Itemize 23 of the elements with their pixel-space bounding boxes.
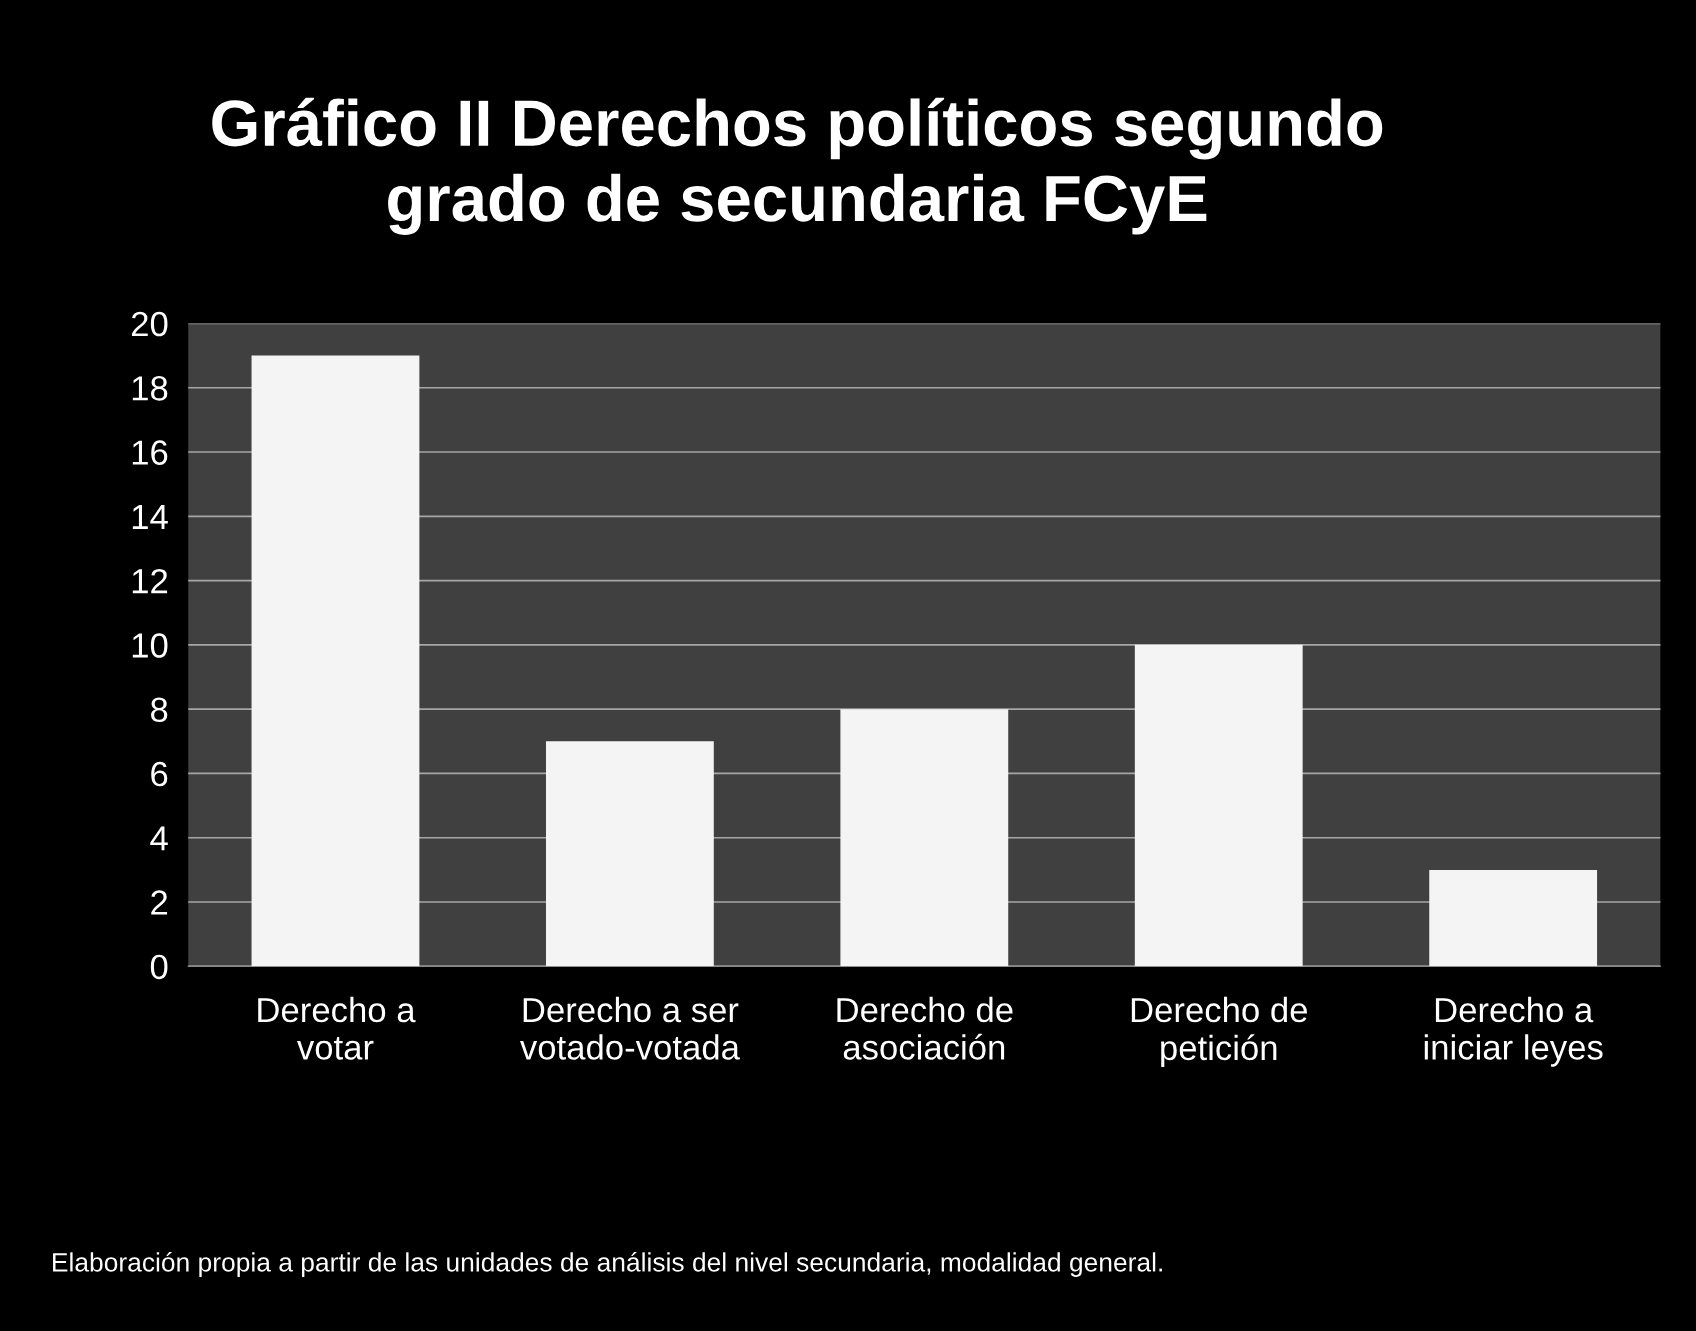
- y-tick-label: 20: [131, 311, 168, 337]
- y-tick-label: 2: [151, 890, 168, 915]
- y-tick-label: 16: [132, 440, 168, 465]
- y-tick-label: 14: [132, 504, 168, 529]
- y-tick-label: 4: [150, 826, 168, 851]
- y-tick-label: 12: [132, 568, 168, 594]
- bar: [840, 709, 1009, 967]
- x-tick-label: Derecho de asociación: [837, 996, 1013, 1060]
- x-tick-label: Derecho de petición: [1131, 996, 1307, 1068]
- chart-title: Gráfico II Derechos políticos segundo grado de secundaria FCyE: [212, 97, 1383, 235]
- bar: [545, 741, 714, 967]
- y-tick-label: 6: [151, 761, 168, 787]
- y-tick-label: 8: [151, 697, 168, 723]
- x-tick-label: Derecho a iniciar leyes: [1424, 996, 1603, 1067]
- x-tick-label: Derecho a votar: [258, 996, 416, 1060]
- text: Elaboración propia a partir de las unidades de análisis del nivel secundaria, modalidad general.: [53, 1252, 1162, 1277]
- y-tick-label: 18: [132, 376, 168, 401]
- y-tick-label: 10: [132, 633, 168, 658]
- bar: [1429, 869, 1598, 967]
- y-tick-label: 0: [150, 954, 168, 980]
- bar: [1134, 644, 1303, 967]
- x-tick-label: Derecho a ser votado-votada: [519, 996, 740, 1060]
- bar: [251, 355, 420, 967]
